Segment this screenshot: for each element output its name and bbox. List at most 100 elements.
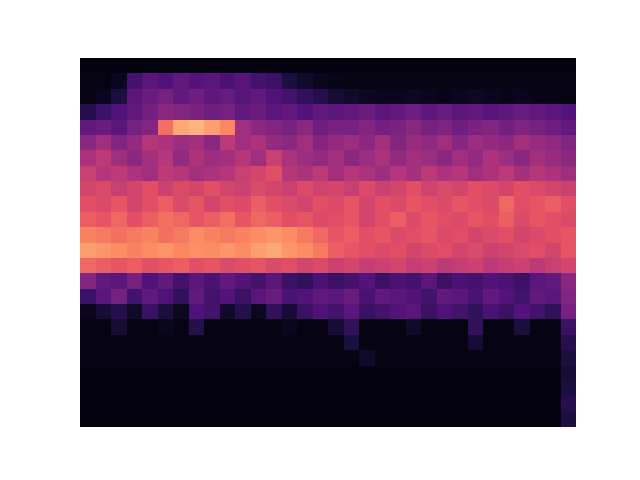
heatmap-cell xyxy=(142,58,158,74)
heatmap-cell xyxy=(468,396,484,412)
heatmap-cell xyxy=(313,196,329,212)
heatmap-cell xyxy=(313,243,329,259)
heatmap-cell xyxy=(390,396,406,412)
heatmap-cell xyxy=(96,412,112,427)
heatmap-cell xyxy=(375,150,391,166)
heatmap-cell xyxy=(111,227,127,243)
heatmap-cell xyxy=(499,227,515,243)
heatmap-cell xyxy=(173,58,189,74)
heatmap-cell xyxy=(127,73,143,89)
heatmap-cell xyxy=(468,227,484,243)
heatmap-cell xyxy=(220,212,236,228)
heatmap-cell xyxy=(452,350,468,366)
heatmap-cell xyxy=(468,196,484,212)
heatmap-cell xyxy=(437,366,453,382)
heatmap-cell xyxy=(111,243,127,259)
heatmap-cell xyxy=(452,396,468,412)
heatmap-cell xyxy=(545,366,561,382)
heatmap-cell xyxy=(359,304,375,320)
heatmap-cell xyxy=(328,350,344,366)
heatmap-cell xyxy=(173,273,189,289)
heatmap-cell xyxy=(344,166,360,182)
heatmap-cell xyxy=(530,73,546,89)
heatmap-cell xyxy=(111,166,127,182)
heatmap-cell xyxy=(251,181,267,197)
heatmap-cell xyxy=(514,396,530,412)
heatmap-cell xyxy=(483,350,499,366)
heatmap-cell xyxy=(158,58,174,74)
heatmap-cell xyxy=(359,243,375,259)
heatmap-cell xyxy=(111,304,127,320)
heatmap-cell xyxy=(189,319,205,335)
heatmap-cell xyxy=(328,381,344,397)
heatmap-cell xyxy=(297,381,313,397)
heatmap-cell xyxy=(406,350,422,366)
heatmap-cell xyxy=(282,181,298,197)
heatmap-cell xyxy=(499,304,515,320)
heatmap-cell xyxy=(561,196,577,212)
heatmap-cell xyxy=(96,166,112,182)
heatmap-cell xyxy=(514,181,530,197)
heatmap-cell xyxy=(127,258,143,274)
heatmap-cell xyxy=(142,212,158,228)
heatmap-cell xyxy=(204,258,220,274)
heatmap-cell xyxy=(111,289,127,305)
heatmap-cell xyxy=(111,120,127,136)
heatmap-cell xyxy=(468,89,484,105)
heatmap-cell xyxy=(328,258,344,274)
heatmap-cell xyxy=(468,104,484,120)
heatmap-cell xyxy=(514,196,530,212)
heatmap-cell xyxy=(421,258,437,274)
heatmap-cell xyxy=(359,73,375,89)
heatmap-cell xyxy=(204,396,220,412)
heatmap-cell xyxy=(344,89,360,105)
heatmap-cell xyxy=(328,319,344,335)
heatmap-cell xyxy=(96,227,112,243)
heatmap-cell xyxy=(344,104,360,120)
heatmap-cell xyxy=(421,335,437,351)
heatmap-cell xyxy=(406,89,422,105)
heatmap-cell xyxy=(390,289,406,305)
heatmap-cell xyxy=(80,104,96,120)
heatmap-cell xyxy=(328,227,344,243)
heatmap-cell xyxy=(514,335,530,351)
heatmap-cell xyxy=(96,150,112,166)
heatmap-cell xyxy=(189,58,205,74)
heatmap-cell xyxy=(313,58,329,74)
heatmap-cell xyxy=(328,273,344,289)
heatmap-cell xyxy=(173,335,189,351)
heatmap-cell xyxy=(173,181,189,197)
heatmap-cell xyxy=(561,120,577,136)
heatmap-cell xyxy=(158,150,174,166)
heatmap-cell xyxy=(297,412,313,427)
heatmap-cell xyxy=(530,258,546,274)
heatmap-cell xyxy=(282,366,298,382)
heatmap-cell xyxy=(142,135,158,151)
heatmap-cell xyxy=(189,335,205,351)
heatmap-cell xyxy=(452,212,468,228)
heatmap-cell xyxy=(80,319,96,335)
heatmap-cells xyxy=(80,58,576,427)
heatmap-cell xyxy=(359,319,375,335)
heatmap-cell xyxy=(375,73,391,89)
heatmap-cell xyxy=(390,73,406,89)
heatmap-cell xyxy=(406,319,422,335)
heatmap-cell xyxy=(142,89,158,105)
heatmap-cell xyxy=(359,273,375,289)
heatmap-cell xyxy=(437,166,453,182)
heatmap-cell xyxy=(251,350,267,366)
heatmap-cell xyxy=(344,212,360,228)
heatmap-cell xyxy=(530,289,546,305)
heatmap-cell xyxy=(328,335,344,351)
heatmap-cell xyxy=(421,396,437,412)
heatmap-cell xyxy=(406,150,422,166)
heatmap-cell xyxy=(468,181,484,197)
heatmap-cell xyxy=(483,135,499,151)
heatmap-cell xyxy=(406,273,422,289)
heatmap-cell xyxy=(514,135,530,151)
heatmap-cell xyxy=(313,212,329,228)
heatmap-cell xyxy=(375,120,391,136)
heatmap-cell xyxy=(80,412,96,427)
heatmap-cell xyxy=(452,135,468,151)
heatmap-cell xyxy=(266,150,282,166)
